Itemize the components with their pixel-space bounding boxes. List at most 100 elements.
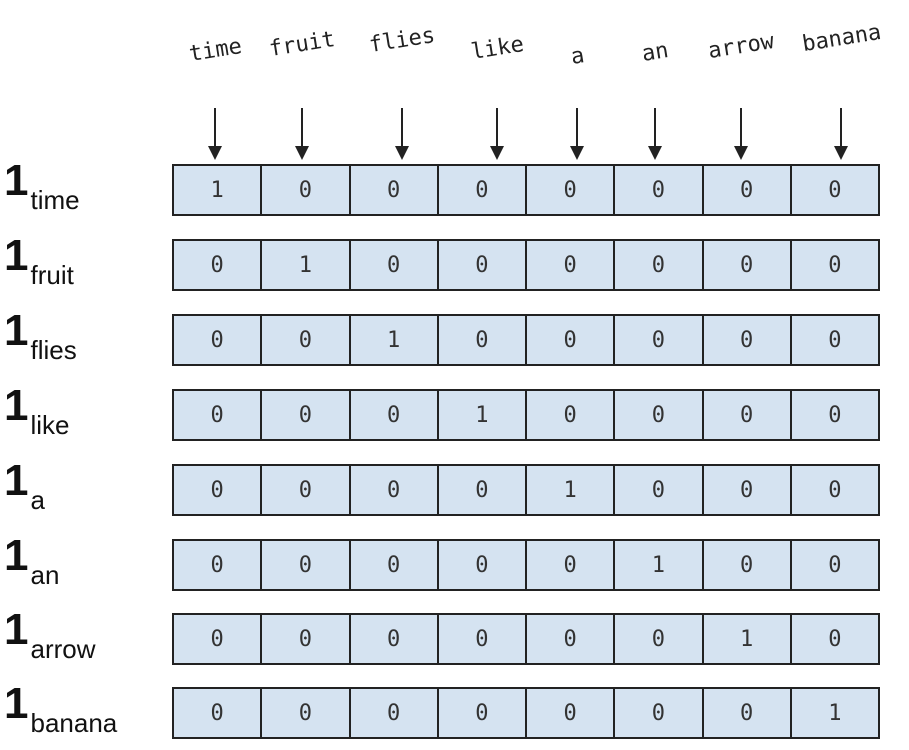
vector-subscript: banana	[30, 708, 118, 738]
down-arrow-icon	[490, 108, 504, 160]
one-hot-vector-label: 1banana	[4, 679, 117, 738]
vector-cell: 0	[351, 615, 439, 663]
vector-cell: 0	[439, 166, 527, 214]
vector-symbol: 1	[4, 679, 29, 728]
vector-subscript: like	[30, 410, 70, 440]
vector-cell: 0	[174, 689, 263, 737]
one-hot-vector-label: 1like	[4, 381, 70, 440]
vector-cell: 0	[527, 391, 616, 439]
vector-symbol: 1	[4, 381, 29, 430]
vector-cell: 0	[439, 466, 527, 514]
vector-cell: 0	[828, 477, 842, 503]
vector-cell: 1	[828, 700, 842, 726]
vector-cell: 0	[615, 241, 704, 289]
down-arrow-icon	[208, 108, 222, 160]
vocab-word: like	[468, 32, 526, 65]
vector-cell: 0	[439, 689, 527, 737]
vocab-word: time	[186, 34, 244, 67]
vector-cell: 0	[615, 615, 704, 663]
vector-cell: 1	[527, 466, 616, 514]
vocab-word: a	[568, 43, 586, 70]
vector-cell: 0	[439, 316, 527, 364]
vector-cell: 0	[828, 177, 842, 203]
vector-cell: 0	[439, 241, 527, 289]
vector-cell: 0	[527, 241, 616, 289]
vector-cell: 0	[174, 466, 263, 514]
one-hot-vector-label: 1flies	[4, 306, 77, 365]
vector-cell: 0	[262, 466, 351, 514]
vector-cell: 1	[351, 316, 439, 364]
down-arrow-icon	[648, 108, 662, 160]
vector-cell: 0	[351, 166, 439, 214]
down-arrow-icon	[570, 108, 584, 160]
one-hot-vector-label: 1fruit	[4, 231, 74, 290]
vector-cell: 0	[828, 552, 842, 578]
vocab-word: flies	[367, 22, 437, 59]
down-arrow-icon	[734, 108, 748, 160]
vector-cell: 0	[174, 615, 263, 663]
vector-cell: 0	[174, 391, 263, 439]
vector-cell: 0	[262, 166, 351, 214]
vector-symbol: 1	[4, 456, 29, 505]
vector-subscript: arrow	[30, 634, 96, 664]
vector-cell: 1	[704, 615, 792, 663]
vector-cell: 0	[704, 241, 792, 289]
one-hot-vector-label: 1a	[4, 456, 45, 515]
vector-subscript: flies	[30, 335, 77, 365]
down-arrow-icon	[834, 108, 848, 160]
vector-cell: 0	[704, 316, 792, 364]
vector-symbol: 1	[4, 531, 29, 580]
vector-cell: 0	[351, 466, 439, 514]
vector-cell: 0	[828, 327, 842, 353]
vector-cell: 0	[615, 316, 704, 364]
vocab-word: arrow	[706, 28, 776, 65]
vector-cell: 0	[615, 689, 704, 737]
vector-cell: 0	[351, 689, 439, 737]
vector-cell: 0	[704, 391, 792, 439]
vector-subscript: time	[30, 185, 80, 215]
vector-symbol: 1	[4, 156, 29, 205]
vector-cell: 0	[527, 689, 616, 737]
vector-cell: 0	[262, 615, 351, 663]
vector-cell: 0	[704, 466, 792, 514]
vector-cell: 0	[262, 316, 351, 364]
vector-cell: 0	[527, 541, 616, 589]
one-hot-vector-label: 1an	[4, 531, 59, 590]
vocab-word: an	[639, 38, 670, 67]
vector-cell: 0	[262, 689, 351, 737]
vector-cell: 0	[527, 166, 616, 214]
vector-cell: 1	[262, 241, 351, 289]
vector-cell: 0	[262, 391, 351, 439]
vector-cell: 0	[704, 541, 792, 589]
vector-cell: 1	[439, 391, 527, 439]
vector-cell: 0	[828, 402, 842, 428]
vector-cell: 0	[351, 241, 439, 289]
vector-cell: 0	[527, 615, 616, 663]
vector-cell: 0	[615, 466, 704, 514]
vector-cell: 0	[527, 316, 616, 364]
vector-symbol: 1	[4, 605, 29, 654]
vector-cell: 0	[439, 615, 527, 663]
vector-cell: 0	[174, 241, 263, 289]
vector-symbol: 1	[4, 306, 29, 355]
one-hot-vector-label: 1arrow	[4, 605, 96, 664]
vector-cell: 0	[704, 166, 792, 214]
one-hot-vector-label: 1time	[4, 156, 80, 215]
vector-subscript: a	[30, 485, 45, 515]
vector-cell: 0	[174, 316, 263, 364]
vector-cell: 0	[828, 252, 842, 278]
vector-cell: 0	[351, 541, 439, 589]
vector-subscript: an	[30, 560, 60, 590]
vector-cell: 0	[615, 166, 704, 214]
vector-cell: 0	[174, 541, 263, 589]
vector-cell: 1	[174, 166, 263, 214]
vocab-word: fruit	[267, 26, 337, 63]
